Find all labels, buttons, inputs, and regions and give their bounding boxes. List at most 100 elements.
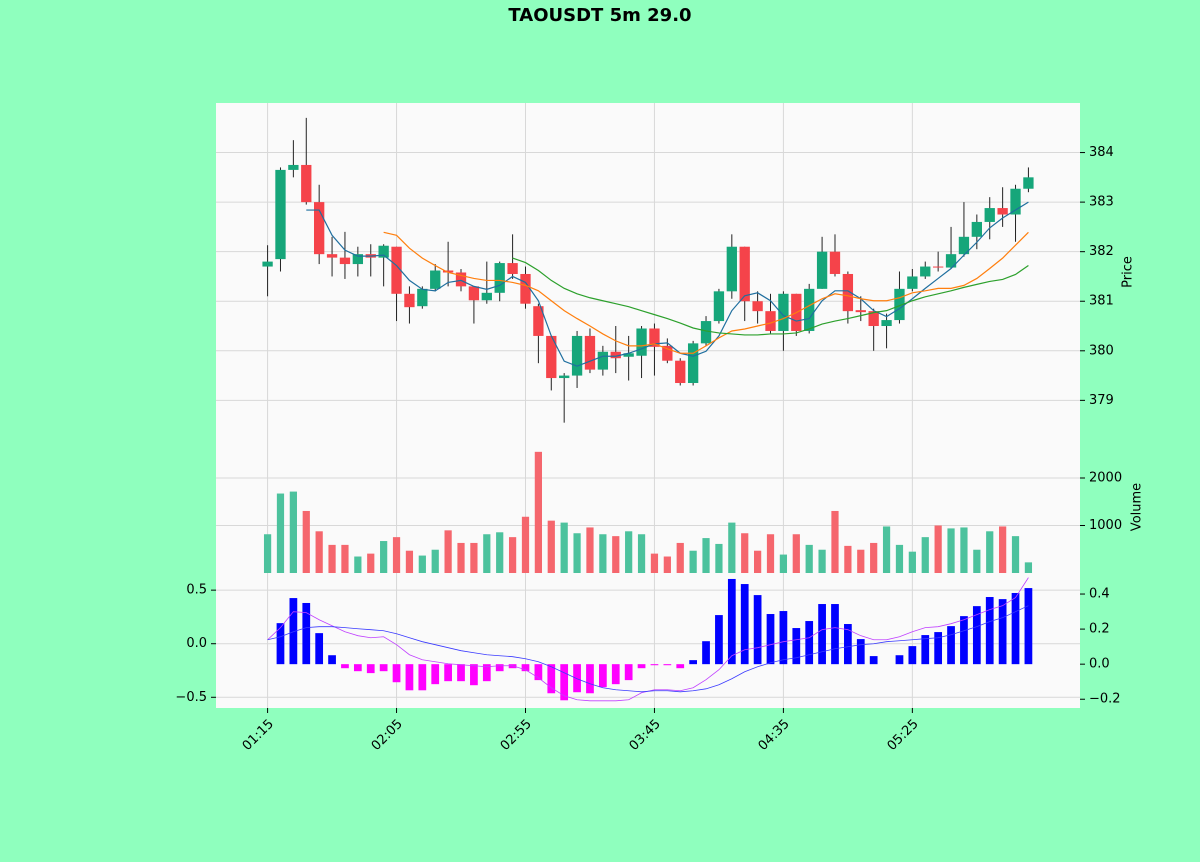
histogram-bar — [586, 664, 594, 694]
volume-bar — [444, 530, 452, 573]
volume-bar — [354, 556, 362, 573]
volume-bar — [380, 541, 388, 573]
volume-bar — [612, 536, 620, 573]
volume-bar — [625, 531, 633, 573]
volume-bar — [973, 549, 981, 573]
candle-body — [752, 301, 763, 312]
histogram-bar — [315, 633, 324, 665]
volume-bar — [741, 533, 749, 573]
histogram-bar — [766, 614, 775, 665]
volume-bar — [637, 534, 646, 573]
candle-body — [765, 311, 776, 331]
y-tick-label: 384 — [1089, 145, 1114, 160]
histogram-bar — [444, 664, 452, 682]
candle-body — [623, 353, 634, 357]
volume-bar — [263, 534, 272, 573]
candle-body — [610, 351, 621, 359]
y-tick-label: 2000 — [1089, 471, 1122, 486]
histogram-bar — [392, 664, 401, 683]
histogram-bar — [379, 664, 388, 672]
volume-bar — [599, 534, 607, 573]
volume-bar — [315, 531, 323, 573]
volume-bar — [431, 549, 439, 573]
volume-bar — [418, 555, 426, 573]
candle-body — [920, 266, 931, 277]
y-tick-label: 0.2 — [1089, 622, 1110, 637]
histogram-bar — [289, 598, 298, 665]
candle-body — [881, 320, 892, 327]
volume-bar — [663, 556, 671, 573]
candle-body — [417, 288, 428, 307]
volume-bar — [1024, 562, 1033, 573]
volume-bar — [483, 534, 491, 573]
candle-body — [855, 310, 866, 313]
volume-bar — [547, 520, 555, 573]
volume-bar — [457, 542, 465, 573]
histogram-bar — [921, 635, 930, 665]
histogram-bar — [689, 660, 698, 665]
histogram-bar — [353, 664, 362, 672]
volume-bar — [870, 542, 878, 573]
histogram-bar — [792, 628, 801, 665]
histogram-bar — [650, 664, 659, 666]
histogram-bar — [1011, 592, 1020, 665]
histogram-bar — [302, 602, 311, 665]
y-axis-label: Price — [1121, 256, 1136, 288]
line — [383, 231, 1029, 354]
candle-body — [339, 257, 351, 265]
y-tick-label: 382 — [1089, 244, 1114, 259]
histogram-bar — [366, 664, 375, 674]
histogram-bar — [573, 664, 581, 693]
volume-bar — [908, 551, 916, 573]
candle-body — [507, 263, 518, 274]
line — [512, 257, 1029, 336]
candle-body — [932, 266, 944, 268]
volume-bar — [689, 550, 697, 573]
volume-bar — [328, 544, 336, 573]
volume-bar — [508, 537, 517, 573]
volume-bar — [921, 537, 929, 573]
volume-bar — [895, 544, 904, 573]
candle-body — [984, 208, 995, 222]
volume-bar — [882, 526, 891, 573]
volume-bar — [302, 510, 310, 573]
histogram-bar — [521, 664, 530, 672]
candle-body — [687, 343, 699, 384]
candle-body — [430, 270, 441, 289]
candle-body — [675, 360, 686, 384]
y-tick-label: 383 — [1089, 195, 1114, 210]
histogram-bar — [431, 664, 440, 685]
histogram-bar — [856, 639, 865, 665]
histogram-bar — [637, 664, 646, 669]
candle-body — [829, 251, 841, 274]
candle-body — [352, 254, 364, 265]
histogram-bar — [831, 604, 839, 665]
candle-body — [481, 292, 492, 301]
volume-bar — [715, 543, 723, 573]
volume-bar — [779, 554, 788, 573]
histogram-bar — [972, 606, 981, 665]
candle-body — [649, 328, 660, 347]
histogram-bar — [960, 616, 968, 665]
line — [267, 605, 1029, 693]
volume-bar — [818, 549, 826, 573]
candle-body — [597, 351, 609, 370]
volume-bar — [702, 538, 710, 573]
chart-title: TAOUSDT 5m 29.0 — [508, 5, 691, 26]
candle-body — [442, 270, 454, 273]
candle-body — [958, 236, 970, 255]
candle-body — [520, 273, 531, 304]
candle-body — [288, 164, 299, 170]
candle-body — [945, 254, 957, 268]
candle-body — [391, 246, 402, 294]
volume-bar — [276, 493, 285, 573]
histogram-bar — [998, 599, 1007, 665]
volume-bar — [534, 451, 542, 573]
histogram-bar — [547, 664, 556, 694]
histogram-bar — [895, 655, 904, 665]
volume-bar — [792, 534, 800, 573]
volume-bar — [676, 542, 684, 573]
candle-body — [1010, 188, 1021, 215]
histogram-bar — [598, 664, 607, 688]
